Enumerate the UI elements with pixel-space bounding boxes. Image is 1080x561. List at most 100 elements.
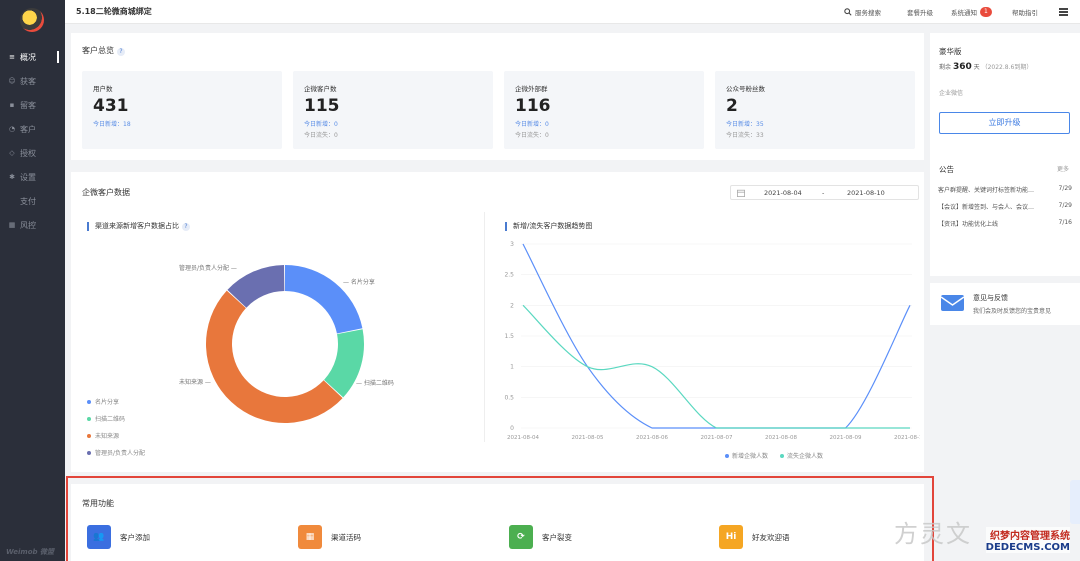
x-tick-label: 2021-08-07 — [701, 435, 733, 441]
line-chart-title: 新增/流失客户数据趋势图 — [505, 222, 592, 231]
date-start: 2021-08-04 — [764, 189, 802, 197]
legend-label[interactable]: 流失企微人数 — [787, 452, 823, 460]
sidebar-item-acquire[interactable]: ☺ 获客 — [0, 70, 65, 92]
stat-label: 用户数 — [93, 85, 113, 93]
line-chart: 3 2.5 2 1.5 1 0.5 0 2021-08-04 2021-08-05 2021-08… — [504, 241, 920, 460]
plan-type: 企业微信 — [939, 90, 964, 97]
stat-today-new: 今日新增：35 — [726, 121, 764, 128]
sidebar-item-customer[interactable]: ◔ 客户 — [0, 118, 65, 140]
x-tick-label: 2021-08-04 — [507, 435, 539, 441]
overview-icon: ≡ — [9, 53, 15, 61]
sidebar-item-label: 获客 — [20, 76, 36, 86]
overview-title: 客户总览? — [82, 45, 125, 56]
legend-dot — [87, 400, 91, 404]
donut-slice[interactable] — [324, 329, 365, 398]
donut-slice[interactable] — [227, 265, 285, 308]
add-customer-icon: 👥 — [87, 525, 111, 549]
message-icon: ▪ — [9, 101, 15, 109]
menu-icon[interactable] — [1059, 8, 1068, 16]
date-separator: - — [822, 189, 825, 197]
function-label: 渠道活码 — [331, 532, 361, 542]
sidebar-item-risk[interactable]: ▦ 风控 — [0, 214, 65, 236]
notice-item[interactable]: 客户群提醒、关键词打标签新功能… 7/29 — [938, 185, 1072, 194]
watermark: 织梦内容管理系统 DEDECMS.COM — [985, 527, 1070, 553]
notice-item[interactable]: 【资讯】功能优化上线 7/16 — [938, 219, 1072, 228]
mail-icon — [941, 295, 964, 311]
feedback-card[interactable]: 意见与反馈 我们会及时反馈您的宝贵意见 — [930, 283, 1080, 325]
x-tick-label: 2021-08-06 — [636, 435, 668, 441]
date-range-picker[interactable]: 2021-08-04 - 2021-08-10 — [730, 185, 919, 200]
notice-more-link[interactable]: 更多 — [1057, 166, 1070, 173]
x-tick-label: 2021-08-10 — [894, 435, 920, 441]
stat-label: 公众号粉丝数 — [726, 85, 765, 93]
plan-card: 豪华版 剩余 360 天 （2022.8.6到期） 企业微信 立即升级 — [930, 33, 1080, 155]
function-channel-qrcode[interactable]: ▦ 渠道活码 — [298, 525, 361, 549]
stat-today-new: 今日新增：18 — [93, 121, 131, 128]
sidebar-item-label: 风控 — [20, 220, 36, 230]
sidebar-item-label: 留客 — [20, 100, 36, 110]
legend-label[interactable]: 新增企微人数 — [732, 452, 768, 460]
service-search-label: 服务搜索 — [855, 9, 881, 17]
function-label: 好友欢迎语 — [752, 532, 790, 542]
donut-chart-title: 渠道来源新增客户数据占比? — [87, 222, 190, 231]
stat-card-users: 用户数 431 今日新增：18 — [82, 71, 282, 149]
donut-slice[interactable] — [206, 290, 343, 423]
notice-card: 公告 更多 客户群提醒、关键词打标签新功能… 7/29 【会议】新增签到、与会人、… — [930, 154, 1080, 276]
app-logo[interactable] — [20, 8, 44, 32]
legend-label[interactable]: 扫描二维码 — [95, 415, 125, 423]
qrcode-icon: ▦ — [298, 525, 322, 549]
sidebar-item-authorize[interactable]: ◇ 授权 — [0, 142, 65, 164]
y-tick-label: 2.5 — [504, 272, 514, 279]
help-icon[interactable]: ? — [117, 48, 125, 56]
side-float-tab[interactable] — [1070, 480, 1080, 524]
calendar-icon — [737, 189, 745, 197]
donut-slice-label: — 扫描二维码 — [356, 379, 394, 387]
stat-value: 431 — [93, 96, 129, 116]
x-tick-label: 2021-08-05 — [572, 435, 604, 441]
sidebar-item-payment[interactable]: 支付 — [0, 190, 65, 212]
donut-slice-label: — 名片分享 — [343, 278, 375, 286]
function-welcome-message[interactable]: Hi 好友欢迎语 — [719, 525, 790, 549]
common-functions-card: 常用功能 — [71, 484, 924, 561]
feedback-title: 意见与反馈 — [973, 294, 1008, 302]
legend-label[interactable]: 名片分享 — [95, 398, 119, 406]
legend-dot — [780, 454, 784, 458]
series-line[interactable] — [522, 304, 910, 429]
legend-label[interactable]: 未知来源 — [95, 432, 119, 440]
date-end: 2021-08-10 — [847, 189, 885, 197]
donut-chart: — 名片分享 — 扫描二维码 未知来源 — 管理员/负责人分配 — 名片分享扫描二维码未… — [87, 264, 394, 457]
help-icon[interactable]: ? — [182, 223, 190, 231]
system-notify-label: 系统通知 — [951, 9, 977, 17]
notice-item[interactable]: 【会议】新增签到、与会人、会议… 7/29 — [938, 202, 1072, 211]
upgrade-plan-link[interactable]: 套餐升级 — [907, 9, 933, 17]
brand-logo: Weimob 微盟 — [6, 548, 54, 556]
sidebar-item-overview[interactable]: ≡ 概况 — [0, 46, 65, 68]
sidebar-item-retain[interactable]: ▪ 留客 — [0, 94, 65, 116]
watermark-line1: 织梦内容管理系统 — [985, 527, 1070, 542]
topbar: 5.18二轮微商城绑定 服务搜索 套餐升级 系统通知 1 帮助指引 — [65, 0, 1080, 24]
stat-value: 115 — [304, 96, 340, 116]
sidebar-item-settings[interactable]: ✱ 设置 — [0, 166, 65, 188]
function-label: 客户裂变 — [542, 532, 572, 542]
divider — [484, 212, 485, 442]
legend-dot — [725, 454, 729, 458]
upgrade-now-button[interactable]: 立即升级 — [939, 112, 1070, 134]
sidebar-item-label: 授权 — [20, 148, 36, 158]
stat-card-external-groups: 企微外部群 116 今日新增：0 今日流失：0 — [504, 71, 704, 149]
x-tick-label: 2021-08-09 — [830, 435, 862, 441]
donut-slice[interactable] — [285, 265, 363, 334]
authorize-icon: ◇ — [9, 149, 15, 157]
legend-label[interactable]: 管理员/负责人分配 — [95, 449, 145, 457]
customer-data-title: 企微客户数据 — [82, 188, 130, 197]
donut-slice-label: 未知来源 — — [179, 378, 211, 386]
help-guide-link[interactable]: 帮助指引 — [1012, 9, 1038, 17]
function-customer-fission[interactable]: ⟳ 客户裂变 — [509, 525, 572, 549]
sidebar-item-label: 支付 — [20, 196, 36, 206]
service-search-link[interactable]: 服务搜索 — [844, 7, 881, 17]
notify-badge: 1 — [980, 7, 992, 17]
fission-icon: ⟳ — [509, 525, 533, 549]
system-notify-link[interactable]: 系统通知 1 — [951, 7, 992, 17]
settings-icon: ✱ — [9, 173, 15, 181]
function-add-customer[interactable]: 👥 客户添加 — [87, 525, 150, 549]
notice-title: 公告 — [939, 165, 954, 174]
